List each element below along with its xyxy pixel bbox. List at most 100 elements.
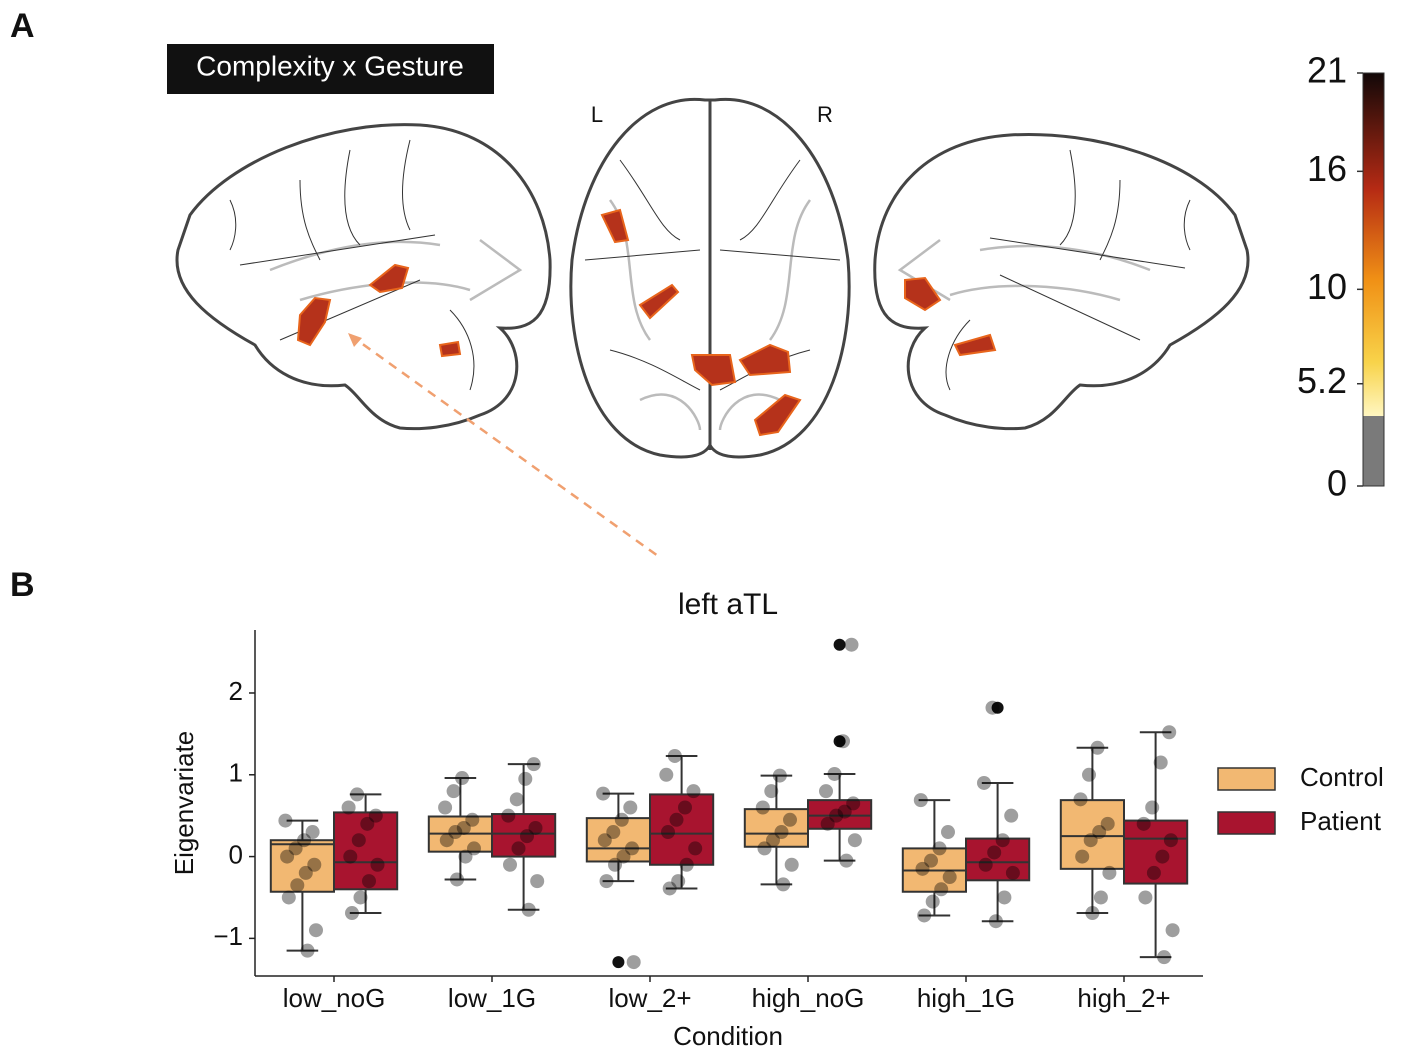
data-point <box>527 757 541 771</box>
data-point <box>839 854 853 868</box>
data-point <box>608 858 622 872</box>
hemisphere-label: L <box>591 102 603 127</box>
data-point <box>503 858 517 872</box>
data-point <box>979 858 993 872</box>
data-point <box>668 749 682 763</box>
data-point <box>756 800 770 814</box>
data-point <box>987 845 1001 859</box>
data-point <box>848 833 862 847</box>
data-point <box>362 874 376 888</box>
data-point <box>996 833 1010 847</box>
data-point <box>623 800 637 814</box>
data-point <box>627 955 641 969</box>
data-point <box>785 858 799 872</box>
data-point <box>455 771 469 785</box>
x-tick-label: low_1G <box>448 983 536 1013</box>
x-tick-label: low_2+ <box>608 983 691 1013</box>
data-point <box>350 787 364 801</box>
data-point <box>783 813 797 827</box>
data-point <box>352 833 366 847</box>
data-point <box>1094 890 1108 904</box>
brain-top <box>571 99 849 457</box>
data-point <box>688 841 702 855</box>
data-point <box>1102 866 1116 880</box>
data-point <box>345 906 359 920</box>
x-tick-label: high_noG <box>752 983 865 1013</box>
x-tick-label: high_2+ <box>1077 983 1170 1013</box>
data-point <box>1155 850 1169 864</box>
data-point <box>342 800 356 814</box>
data-point <box>1006 866 1020 880</box>
data-point <box>343 850 357 864</box>
data-point <box>280 850 294 864</box>
data-point <box>934 882 948 896</box>
data-point <box>828 767 842 781</box>
data-point <box>282 890 296 904</box>
data-point <box>522 903 536 917</box>
data-point <box>943 870 957 884</box>
data-point <box>758 841 772 855</box>
colorbar-tick-label: 21 <box>1307 50 1347 91</box>
data-point <box>1137 817 1151 831</box>
data-point <box>512 841 526 855</box>
y-tick-label: 0 <box>229 839 243 869</box>
data-point <box>989 914 1003 928</box>
legend-label: Control <box>1300 762 1384 792</box>
data-point <box>1085 906 1099 920</box>
pointer-arrow <box>350 335 658 556</box>
arrow-head <box>348 333 362 347</box>
data-point <box>354 890 368 904</box>
outlier <box>612 956 624 968</box>
figure: A B Complexity x Gesture L R left aTL Co… <box>0 0 1410 1054</box>
data-point <box>520 829 534 843</box>
x-axis-label: Condition <box>673 1021 783 1051</box>
data-point <box>687 784 701 798</box>
data-point <box>1157 950 1171 964</box>
data-point <box>821 817 835 831</box>
data-point <box>916 862 930 876</box>
data-point <box>678 800 692 814</box>
data-point <box>278 814 292 828</box>
data-point <box>615 813 629 827</box>
data-point <box>773 769 787 783</box>
data-point <box>371 858 385 872</box>
panel-title: Complexity x Gesture <box>196 50 464 81</box>
data-point <box>986 701 1000 715</box>
data-point <box>836 734 850 748</box>
data-point <box>1164 833 1178 847</box>
colorbar-tick-label: 10 <box>1307 266 1347 307</box>
outlier <box>834 639 846 651</box>
data-point <box>440 833 454 847</box>
data-point <box>764 784 778 798</box>
y-axis-label: Eigenvariate <box>169 731 199 876</box>
y-tick-label: 1 <box>229 758 243 788</box>
data-point <box>926 895 940 909</box>
x-tick-label: low_noG <box>283 983 386 1013</box>
data-point <box>1084 833 1098 847</box>
x-tick-label: high_1G <box>917 983 1015 1013</box>
data-point <box>1074 792 1088 806</box>
data-point <box>301 944 315 958</box>
data-point <box>600 874 614 888</box>
y-tick-label: −1 <box>213 921 243 951</box>
colorbar-tick-label: 0 <box>1327 463 1347 504</box>
data-point <box>933 841 947 855</box>
legend-label: Patient <box>1300 806 1382 836</box>
data-point <box>438 800 452 814</box>
data-point <box>290 878 304 892</box>
data-point <box>1082 768 1096 782</box>
panel-label: A <box>10 7 35 45</box>
data-point <box>459 850 473 864</box>
data-point <box>1154 756 1168 770</box>
data-point <box>1138 890 1152 904</box>
colorbar <box>1363 73 1384 486</box>
data-point <box>941 825 955 839</box>
colorbar-tick-label: 16 <box>1307 148 1347 189</box>
data-point <box>977 776 991 790</box>
panel-label: B <box>10 566 35 604</box>
data-point <box>299 866 313 880</box>
brain-left <box>177 125 550 429</box>
data-point <box>1145 800 1159 814</box>
data-point <box>450 872 464 886</box>
data-point <box>530 874 544 888</box>
